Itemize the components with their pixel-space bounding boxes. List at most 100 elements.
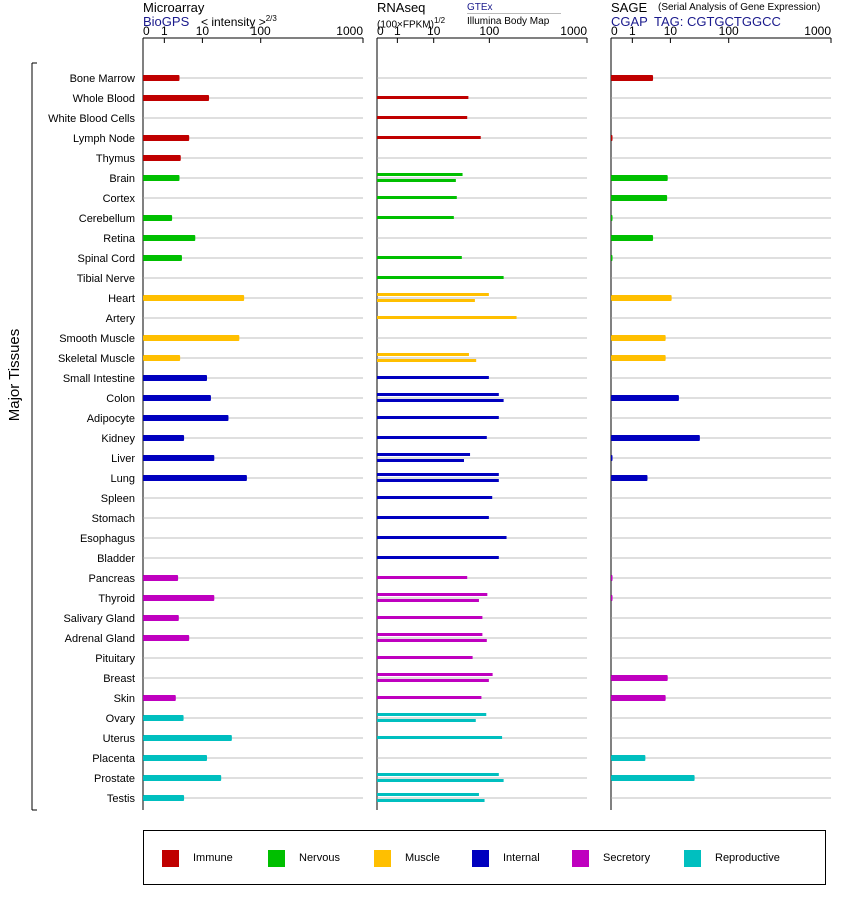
sage-bar <box>611 215 613 221</box>
microarray-source-link[interactable]: BioGPS <box>143 14 190 29</box>
microarray-bar <box>143 695 176 701</box>
tissue-label: Skin <box>114 693 135 705</box>
rnaseq-gtex-bar <box>377 256 462 259</box>
legend-swatch <box>162 849 179 867</box>
tissue-label: Stomach <box>92 513 135 525</box>
microarray-bar <box>143 375 208 381</box>
tissue-label: Spinal Cord <box>78 253 135 265</box>
rnaseq-gtex-bar <box>377 316 517 319</box>
tissue-label: Smooth Muscle <box>59 333 135 345</box>
rnaseq-gtex-bar <box>377 453 471 456</box>
rnaseq-ibm-bar <box>377 479 499 482</box>
microarray-title: Microarray <box>143 0 205 15</box>
rnaseq-gtex-bar <box>377 696 482 699</box>
microarray-bar <box>143 75 180 81</box>
microarray-bar <box>143 595 215 601</box>
rnaseq-gtex-bar <box>377 473 499 476</box>
tissue-label: Thymus <box>96 153 136 165</box>
tissue-label: Whole Blood <box>73 93 135 105</box>
rnaseq-gtex-link[interactable]: GTEx <box>467 2 561 14</box>
sage-tick-label: 1 <box>629 24 636 38</box>
legend-item-reproductive: Reproductive <box>684 849 780 867</box>
tissue-label: White Blood Cells <box>48 113 135 125</box>
rnaseq-tick-label: 1000 <box>560 24 587 38</box>
rnaseq-gtex-bar <box>377 673 493 676</box>
rnaseq-tick-label: 100 <box>479 24 499 38</box>
sage-tick-label: 10 <box>664 24 678 38</box>
rnaseq-tick-label: 10 <box>427 24 441 38</box>
tissue-label: Retina <box>103 233 136 245</box>
rnaseq-gtex-bar <box>377 556 499 559</box>
rnaseq-ibm-bar <box>377 359 477 362</box>
rnaseq-ibm-bar <box>377 719 476 722</box>
rnaseq-gtex-bar <box>377 736 503 739</box>
rnaseq-gtex-bar <box>377 656 473 659</box>
tissue-label: Cortex <box>103 193 136 205</box>
microarray-bar <box>143 395 211 401</box>
sage-bar <box>611 355 666 361</box>
rnaseq-gtex-bar <box>377 173 463 176</box>
rnaseq-ibm-bar <box>377 179 456 182</box>
microarray-tick-label: 1000 <box>336 24 363 38</box>
legend-label: Nervous <box>299 852 340 864</box>
legend-swatch <box>374 849 391 867</box>
tissue-label: Skeletal Muscle <box>58 353 135 365</box>
legend-item-nervous: Nervous <box>268 849 340 867</box>
microarray-bar <box>143 255 182 261</box>
microarray-bar <box>143 755 208 761</box>
microarray-bar <box>143 175 180 181</box>
tissue-label: Breast <box>103 673 135 685</box>
rnaseq-gtex-bar <box>377 353 469 356</box>
sage-bar <box>611 435 700 441</box>
microarray-unit-label: < intensity >2/3 <box>201 14 277 29</box>
rnaseq-tick-label: 1 <box>394 24 401 38</box>
sage-bar <box>611 255 613 261</box>
legend-item-immune: Immune <box>162 849 233 867</box>
rnaseq-gtex-bar <box>377 536 507 539</box>
rnaseq-gtex-bar <box>377 633 483 636</box>
rnaseq-gtex-bar <box>377 593 488 596</box>
tissue-label: Kidney <box>101 433 135 445</box>
y-group-label: Major Tissues <box>6 329 23 422</box>
microarray-bar <box>143 775 222 781</box>
legend: Immune Nervous Muscle Internal Secretory Repr… <box>143 830 826 885</box>
rnaseq-tick-label: 0 <box>377 24 384 38</box>
tissue-label: Thyroid <box>98 593 135 605</box>
sage-bar <box>611 135 613 141</box>
rnaseq-gtex-bar <box>377 136 481 139</box>
legend-item-muscle: Muscle <box>374 849 440 867</box>
tissue-label: Uterus <box>103 733 136 745</box>
rnaseq-gtex-bar <box>377 516 489 519</box>
legend-swatch <box>268 849 285 867</box>
sage-source-link[interactable]: CGAP <box>611 14 648 29</box>
rnaseq-gtex-bar <box>377 196 457 199</box>
microarray-bar <box>143 155 181 161</box>
rnaseq-gtex-bar <box>377 436 487 439</box>
tissue-label: Colon <box>106 393 135 405</box>
legend-label: Immune <box>193 852 233 864</box>
tissue-label: Placenta <box>92 753 136 765</box>
legend-swatch <box>572 849 589 867</box>
rnaseq-ibm-bar <box>377 599 479 602</box>
rnaseq-gtex-bar <box>377 276 504 279</box>
rnaseq-gtex-bar <box>377 616 483 619</box>
tissue-label: Lung <box>111 473 135 485</box>
microarray-bar <box>143 235 196 241</box>
rnaseq-title: RNAseq <box>377 0 426 15</box>
microarray-bar <box>143 795 185 801</box>
tissue-label: Bladder <box>97 553 135 565</box>
rnaseq-gtex-bar <box>377 116 468 119</box>
sage-bar <box>611 395 679 401</box>
tissue-label: Adrenal Gland <box>65 633 135 645</box>
tissue-label: Pituitary <box>95 653 135 665</box>
sage-bar <box>611 675 668 681</box>
tissue-label: Salivary Gland <box>63 613 135 625</box>
microarray-bar <box>143 715 184 721</box>
legend-label: Secretory <box>603 852 651 864</box>
sage-tick-label: 100 <box>719 24 739 38</box>
tissue-label: Small Intestine <box>63 373 135 385</box>
microarray-bar <box>143 335 240 341</box>
rnaseq-gtex-bar <box>377 576 468 579</box>
microarray-tick-label: 10 <box>196 24 210 38</box>
